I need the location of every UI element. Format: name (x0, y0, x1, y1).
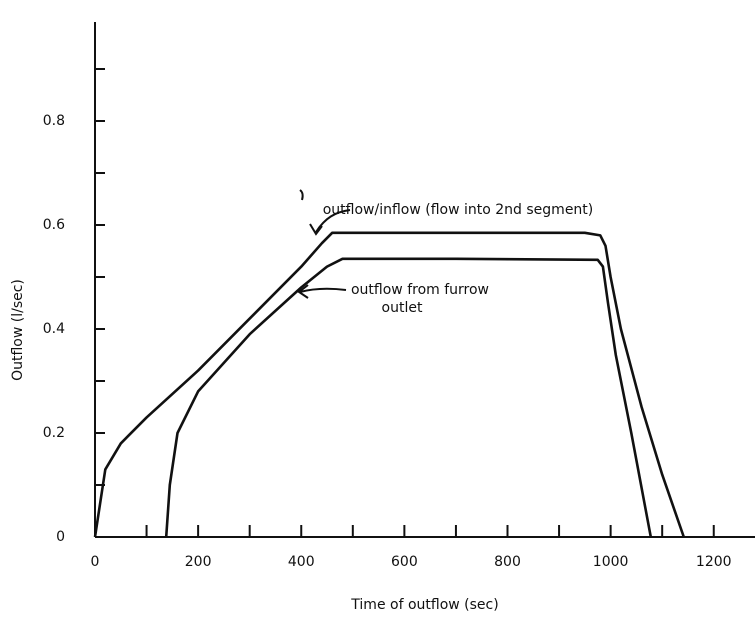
annotation: outflow from furrow (351, 282, 489, 298)
annotation: outlet (382, 300, 423, 316)
arrow-head (309, 223, 323, 236)
y-axis-label: Outflow (l/sec) (10, 279, 26, 381)
x-tick-label: 0 (91, 554, 100, 570)
mark-speck (299, 189, 304, 201)
x-tick-label: 800 (494, 554, 521, 570)
annotation: outflow/inflow (flow into 2nd segment) (323, 202, 594, 218)
annotation-arrow (299, 287, 347, 293)
x-tick-label: 600 (391, 554, 418, 570)
x-tick-label: 400 (288, 554, 315, 570)
curve (93, 231, 686, 538)
y-tick-label: 0 (56, 529, 65, 545)
x-axis-label: Time of outflow (sec) (350, 597, 498, 613)
x-tick-label: 200 (185, 554, 212, 570)
x-tick-label: 1000 (593, 554, 629, 570)
y-tick-label: 0.4 (43, 321, 65, 337)
arrow-head (297, 284, 309, 299)
y-tick-label: 0.6 (43, 217, 65, 233)
curve (164, 257, 653, 538)
y-tick-label: 0.2 (43, 425, 65, 441)
x-tick-label: 1200 (696, 554, 732, 570)
y-tick-label: 0.8 (43, 113, 65, 129)
annotation-arrow (315, 209, 351, 233)
